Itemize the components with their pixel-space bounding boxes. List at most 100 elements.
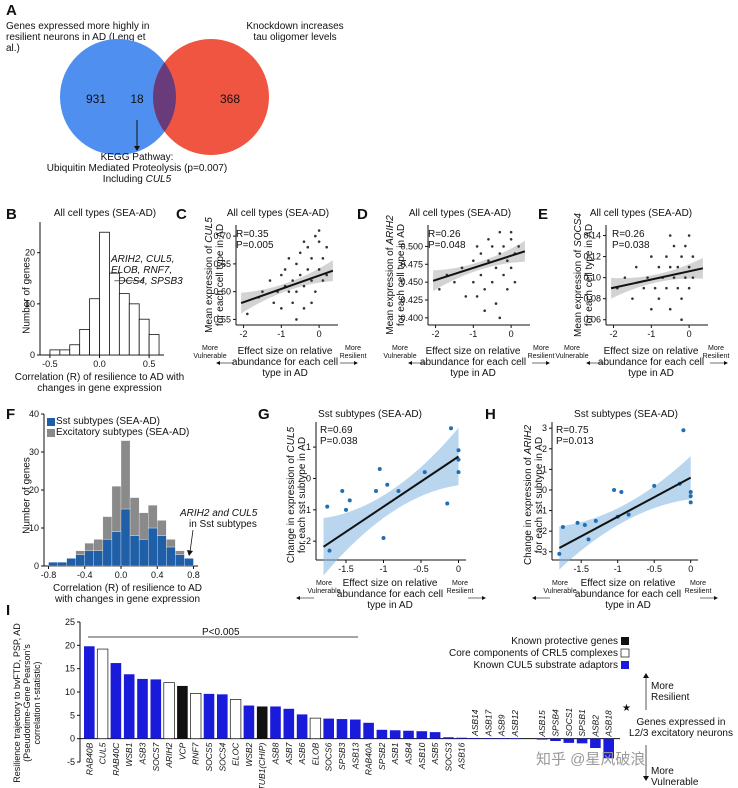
panel-i-bar-eloc [229,699,242,740]
panel-e-point [687,234,691,237]
panel-f-exc-bar [157,520,167,536]
panel-e-point [684,276,687,279]
panel-h-point [626,512,631,517]
panel-e-p: P=0.038 [612,240,650,251]
panel-i-bar-spsb3 [336,719,348,739]
panel-c-point [291,301,294,305]
panel-i-label-asb10: ASB10 [417,742,427,770]
panel-b-xtick-label: 0.5 [143,359,156,369]
legend-protective-label: Known protective genes [511,636,618,647]
panel-g-p: P=0.038 [320,436,358,447]
panel-i-label-rab40a: RAB40A [364,742,374,775]
panel-c-point [280,273,283,277]
panel-e-point [650,255,653,258]
panel-i-bar-asb14 [469,737,481,739]
panel-e-ytick-label: 0.08 [583,294,601,304]
panel-c-point [321,257,325,260]
panel-d-point [479,273,483,277]
panel-i-label-asb1: ASB1 [390,742,400,765]
panel-g-title: Sst subtypes (SEA-AD) [318,409,422,420]
panel-c-point [302,240,306,243]
panel-letter-d: D [357,206,368,223]
panel-h-xtick-label: -1 [614,564,622,574]
panel-c-title: All cell types (SEA-AD) [226,208,330,219]
panel-b-bar [148,334,160,356]
panel-e-fit-line [610,267,704,290]
panel-i-label-spsb2: SPSB2 [377,742,387,770]
panel-h-point [688,490,693,495]
panel-c-point [261,290,264,293]
panel-i-label-asb15: ASB15 [537,710,547,738]
panel-c-point [325,245,328,249]
panel-e-point [634,265,638,269]
panel-e-res-arrowhead [724,361,728,365]
panel-b-ytick-label: 20 [25,248,35,258]
panel-g-xlabel: Effect size on relative abundance for ea… [336,578,444,611]
panel-i-label-cul5: CUL5 [98,742,108,764]
panel-i-label-asb6: ASB6 [297,742,307,765]
panel-f-ytick-label: 10 [29,523,39,533]
panel-e-ytick-label: 0.12 [583,252,601,262]
venn-right-label: Knockdown increases tau oligomer levels [246,21,344,43]
panel-i-bar-asb10 [416,731,428,739]
panel-i-bar-asb5 [429,732,441,739]
panel-g-r: R=0.69 [320,425,353,436]
panel-h-point [681,428,686,433]
panel-h-point [586,537,591,542]
panel-c-point [314,290,317,293]
panel-i-bar-asb3 [137,678,148,739]
panel-f-ytick-label: 40 [29,409,39,419]
resilient-arrowhead [643,673,649,678]
panel-c-ytick-label: 0.55 [213,314,231,324]
panel-i-label-socs7: SOCS7 [151,742,161,771]
panel-c-point [268,279,272,282]
panel-d-point [517,245,520,248]
panel-g-point [396,489,401,493]
panel-d-point [494,302,498,305]
panel-e-point [668,307,672,311]
panel-i-label-asb2: ASB2 [590,715,600,738]
panel-i-label-wsb2: WSB2 [244,742,254,766]
panel-i-label-socs5: SOCS5 [204,742,214,771]
panel-d-point [483,287,486,291]
panel-i-bar-asb17 [483,738,494,739]
panel-i-label-rnf7: RNF7 [191,742,201,764]
panel-f-annot-1: ARIH2 and CUL5 [180,508,258,519]
panel-i-label-asb16: ASB16 [457,742,467,770]
panel-e-point [687,286,691,290]
panel-i-label-arih2: ARIH2 [164,742,174,768]
panel-f-xtick-label: 0.8 [187,570,200,580]
panel-i-ytick-label: 25 [65,617,75,627]
panel-c-point [246,312,249,316]
panel-i-bar-socs7 [150,679,162,739]
panel-c-point [298,251,302,255]
panel-d-point [498,230,502,234]
panel-i-label-socs1: SOCS1 [564,708,574,737]
panel-e-point [691,255,695,258]
panel-i-bar-rab40c [110,663,122,739]
panel-f-annot-2: in Sst subtypes [189,519,257,530]
panel-b-ytick-label: 10 [25,299,35,309]
panel-d-point [490,280,494,284]
panel-i-label-vcp: VCP [177,742,187,760]
genes-expressed-l1: Genes expressed in [636,717,726,728]
panel-i-bar-socs1 [563,738,575,743]
panel-i-ytick-label: 10 [65,687,75,697]
panel-i-ytick-label: 5 [70,710,75,720]
panel-d-fit-line [432,250,526,282]
panel-i-bar-asb7 [283,708,295,739]
panel-letter-i: I [6,602,11,619]
panel-h-vulnerable: More Vulnerable [543,580,577,595]
panel-c-point [306,268,310,271]
panel-c-xlabel: Effect size on relative abundance for ea… [231,346,339,379]
panel-f-legend-exc: Excitatory subtypes (SEA-AD) [56,427,190,438]
panel-i-bar-spsb1 [576,738,588,744]
watermark: 知乎 @星风破浪 [536,751,646,768]
panel-d-point [475,245,479,248]
kegg-line-2: Ubiquitin Mediated Proteolysis (p=0.007) [46,163,228,174]
panel-d-point [498,252,502,255]
panel-letter-h: H [485,406,496,423]
